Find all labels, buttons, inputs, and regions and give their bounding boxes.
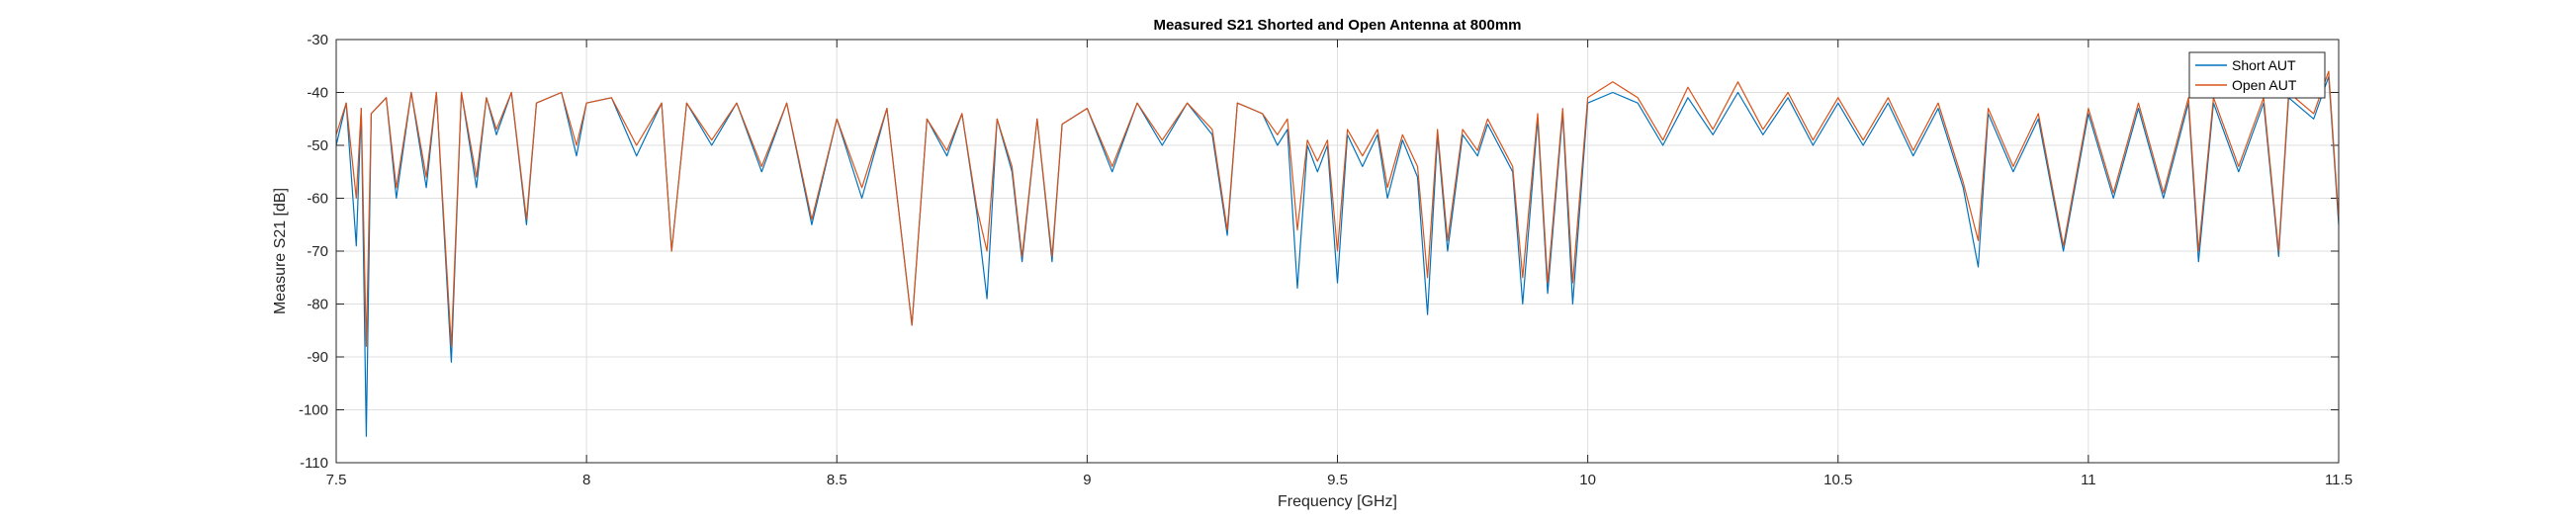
y-tick-label: -110: [300, 455, 328, 472]
y-tick-label: -40: [307, 85, 328, 102]
legend-box: [2188, 51, 2326, 99]
series-line-open-aut: [335, 70, 2340, 347]
x-axis-label: Frequency [GHz]: [1278, 493, 1397, 510]
chart-title: Measured S21 Shorted and Open Antenna at…: [1153, 17, 1521, 34]
x-tick-label: 11.5: [2325, 472, 2353, 488]
x-tick-label: 8.5: [827, 472, 847, 488]
y-tick-label: -70: [307, 243, 328, 260]
y-tick-label: -60: [307, 191, 328, 208]
legend-items: Short AUT Open AUT: [2195, 57, 2297, 93]
plot-series: [335, 70, 2340, 437]
y-tick-label: -80: [307, 297, 328, 313]
y-axis-label: Measure S21 [dB]: [272, 188, 289, 314]
x-tick-label: 10.5: [1823, 472, 1852, 488]
y-tick-label: -100: [299, 402, 328, 419]
plot-area-border: [335, 39, 2340, 464]
x-tick-label: 9: [1083, 472, 1091, 488]
legend-label: Short AUT: [2232, 57, 2296, 73]
y-tick-label: -30: [307, 32, 328, 48]
x-tick-label: 9.5: [1327, 472, 1348, 488]
x-tick-label: 10: [1579, 472, 1596, 488]
x-tick-label: 11: [2081, 472, 2096, 488]
legend-label: Open AUT: [2232, 77, 2297, 93]
legend: Short AUT Open AUT: [2188, 51, 2326, 99]
x-tick-label: 7.5: [326, 472, 347, 488]
y-tick-label: -90: [307, 349, 328, 366]
y-tick-labels: -110 -100 -90 -80 -70 -60 -50 -40 -30: [299, 32, 328, 472]
x-tick-label: 8: [582, 472, 590, 488]
x-tick-labels: 7.5 8 8.5 9 9.5 10 10.5 11 11.5: [326, 472, 2353, 488]
y-tick-label: -50: [307, 137, 328, 154]
